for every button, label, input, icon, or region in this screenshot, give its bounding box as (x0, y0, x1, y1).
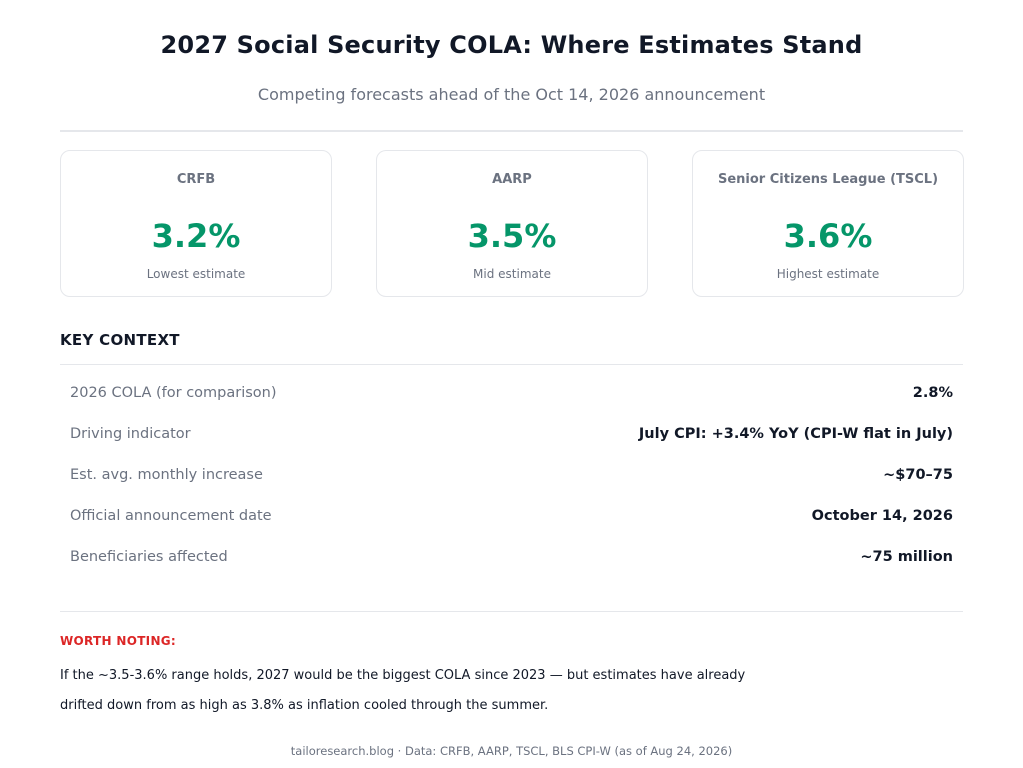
card-note: Mid estimate (473, 267, 551, 281)
card-note: Lowest estimate (146, 267, 246, 281)
context-value: July CPI: +3.4% YoY (CPI-W flat in July) (638, 425, 953, 442)
card-value: 3.2% (151, 217, 241, 255)
page-title: 2027 Social Security COLA: Where Estimat… (160, 31, 863, 59)
note-divider (60, 611, 963, 612)
card-source: CRFB (176, 172, 216, 187)
context-label: 2026 COLA (for comparison) (70, 384, 277, 401)
context-row: Driving indicator July CPI: +3.4% YoY (C… (60, 413, 963, 454)
context-label: Driving indicator (70, 425, 191, 442)
source-footer: tailoresearch.blog · Data: CRFB, AARP, T… (290, 744, 733, 758)
context-row: Beneficiaries affected ~75 million (60, 536, 963, 577)
estimate-card-crfb: CRFB 3.2% Lowest estimate (60, 150, 332, 297)
worth-noting-text: If the ~3.5-3.6% range holds, 2027 would… (60, 668, 746, 713)
card-value: 3.6% (783, 217, 873, 255)
key-context-heading: KEY CONTEXT (60, 331, 180, 349)
context-row: 2026 COLA (for comparison) 2.8% (60, 372, 963, 413)
context-divider (60, 364, 963, 365)
card-source: AARP (492, 172, 532, 187)
context-value: 2.8% (912, 384, 953, 401)
context-value: October 14, 2026 (811, 507, 953, 524)
context-label: Est. avg. monthly increase (70, 466, 263, 483)
context-value: ~$70–75 (883, 466, 953, 483)
context-label: Beneficiaries affected (70, 548, 228, 565)
estimate-card-aarp: AARP 3.5% Mid estimate (376, 150, 648, 297)
estimate-cards: CRFB 3.2% Lowest estimate AARP 3.5% Mid … (60, 150, 964, 297)
context-row: Est. avg. monthly increase ~$70–75 (60, 454, 963, 495)
worth-noting-label: WORTH NOTING: (60, 634, 177, 648)
key-context-list: 2026 COLA (for comparison) 2.8% Driving … (60, 372, 963, 577)
card-value: 3.5% (467, 217, 557, 255)
context-value: ~75 million (860, 548, 953, 565)
context-row: Official announcement date October 14, 2… (60, 495, 963, 536)
card-note: Highest estimate (776, 267, 880, 281)
context-label: Official announcement date (70, 507, 272, 524)
card-source: Senior Citizens League (TSCL) (717, 172, 939, 187)
estimate-card-tscl: Senior Citizens League (TSCL) 3.6% Highe… (692, 150, 964, 297)
page-subtitle: Competing forecasts ahead of the Oct 14,… (257, 85, 766, 104)
header-divider (60, 130, 963, 132)
